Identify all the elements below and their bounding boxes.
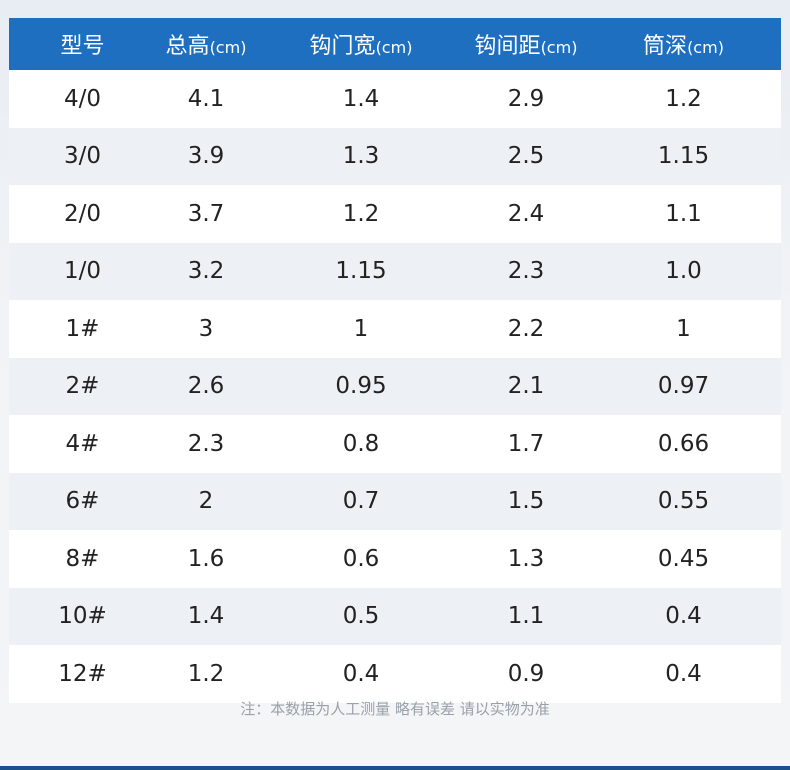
cell-model: 2#: [65, 373, 100, 400]
header-total-height: 总高(cm): [165, 34, 247, 59]
table-row: 2/0 3.7 1.2 2.4 1.1: [9, 185, 781, 243]
cell-total-height: 3.2: [187, 258, 225, 285]
cell-hook-spacing: 1.1: [507, 603, 545, 630]
cell-barrel-depth: 1.15: [657, 143, 710, 170]
cell-total-height: 3.7: [187, 200, 225, 227]
cell-barrel-depth: 1.0: [665, 258, 702, 285]
cell-hook-gap-width: 0.6: [342, 545, 380, 572]
cell-hook-gap-width: 1.2: [342, 200, 380, 227]
cell-barrel-depth: 1.2: [665, 85, 702, 112]
cell-total-height: 1.6: [187, 545, 225, 572]
cell-hook-gap-width: 1.15: [335, 258, 387, 285]
cell-hook-gap-width: 1.4: [342, 85, 380, 112]
cell-total-height: 1.4: [187, 603, 225, 630]
measurement-note: 注：本数据为人工测量 略有误差 请以实物为准: [240, 700, 550, 718]
cell-hook-spacing: 0.9: [507, 660, 545, 687]
cell-hook-spacing: 2.2: [507, 315, 545, 342]
cell-hook-gap-width: 0.4: [342, 660, 380, 687]
cell-barrel-depth: 1: [676, 315, 691, 342]
table-row: 6# 2 0.7 1.5 0.55: [9, 472, 781, 530]
table-row: 1/0 3.2 1.15 2.3 1.0: [9, 242, 781, 300]
table-body: 4/0 4.1 1.4 2.9 1.2 3/0 3.9 1.3 2.5 1.15…: [9, 70, 781, 703]
cell-model: 12#: [58, 660, 107, 687]
cell-model: 1#: [65, 315, 100, 342]
cell-barrel-depth: 0.97: [657, 373, 710, 400]
size-table: 型号 总高(cm) 钩门宽(cm) 钩间距(cm) 筒深(cm) 4/0 4.1…: [9, 18, 781, 752]
cell-total-height: 2.3: [187, 430, 225, 457]
cell-hook-gap-width: 1: [353, 315, 369, 342]
bottom-divider: [0, 766, 790, 770]
cell-total-height: 2: [198, 488, 214, 515]
cell-model: 4#: [65, 430, 100, 457]
table-header: 型号 总高(cm) 钩门宽(cm) 钩间距(cm) 筒深(cm): [9, 18, 781, 70]
cell-model: 8#: [65, 545, 100, 572]
cell-total-height: 1.2: [187, 660, 225, 687]
table-row: 12# 1.2 0.4 0.9 0.4: [9, 645, 781, 703]
cell-hook-gap-width: 0.5: [342, 603, 380, 630]
header-barrel-depth: 筒深(cm): [643, 34, 724, 59]
cell-hook-spacing: 2.1: [507, 373, 545, 400]
table-row: 10# 1.4 0.5 1.1 0.4: [9, 587, 781, 645]
cell-hook-gap-width: 0.8: [342, 430, 380, 457]
cell-barrel-depth: 0.4: [665, 660, 702, 687]
cell-model: 10#: [58, 603, 107, 630]
cell-hook-spacing: 1.3: [507, 545, 545, 572]
table-row: 3/0 3.9 1.3 2.5 1.15: [9, 127, 781, 185]
table-row: 4# 2.3 0.8 1.7 0.66: [9, 415, 781, 473]
cell-hook-gap-width: 0.7: [342, 488, 380, 515]
header-model: 型号: [60, 34, 105, 59]
cell-barrel-depth: 0.45: [657, 545, 710, 572]
header-hook-spacing: 钩间距(cm): [474, 34, 578, 59]
cell-hook-spacing: 2.3: [507, 258, 545, 285]
cell-hook-gap-width: 0.95: [335, 373, 387, 400]
cell-barrel-depth: 1.1: [665, 200, 702, 227]
cell-hook-spacing: 2.5: [507, 143, 545, 170]
cell-model: 3/0: [63, 143, 101, 170]
cell-barrel-depth: 0.4: [665, 603, 702, 630]
cell-barrel-depth: 0.55: [657, 488, 710, 515]
cell-total-height: 3.9: [187, 143, 225, 170]
cell-hook-spacing: 2.4: [507, 200, 545, 227]
cell-model: 6#: [65, 488, 100, 515]
cell-hook-gap-width: 1.3: [342, 143, 380, 170]
table-row: 4/0 4.1 1.4 2.9 1.2: [9, 70, 781, 128]
cell-model: 1/0: [63, 258, 101, 285]
table-row: 1# 3 1 2.2 1: [9, 300, 781, 358]
cell-total-height: 3: [198, 315, 214, 342]
cell-hook-spacing: 1.7: [507, 430, 545, 457]
cell-total-height: 2.6: [187, 373, 225, 400]
cell-hook-spacing: 1.5: [507, 488, 545, 515]
table-row: 2# 2.6 0.95 2.1 0.97: [9, 357, 781, 415]
cell-model: 2/0: [63, 200, 101, 227]
table-row: 8# 1.6 0.6 1.3 0.45: [9, 530, 781, 588]
cell-hook-spacing: 2.9: [507, 85, 545, 112]
header-hook-gap-width: 钩门宽(cm): [309, 34, 413, 59]
cell-barrel-depth: 0.66: [657, 430, 710, 457]
cell-total-height: 4.1: [187, 85, 225, 112]
cell-model: 4/0: [63, 85, 101, 112]
